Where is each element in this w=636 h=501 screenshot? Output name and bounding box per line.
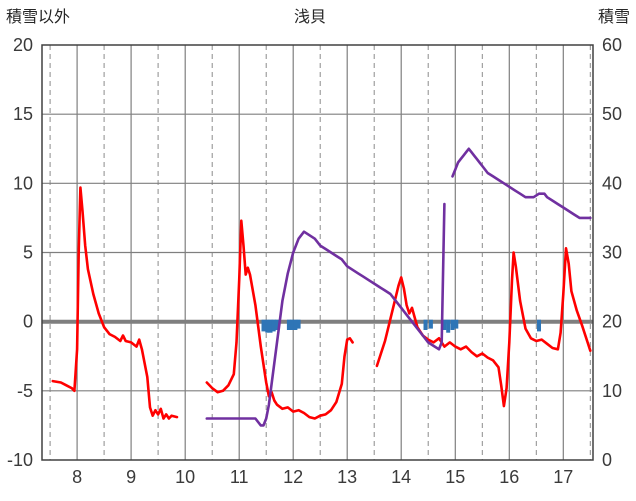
svg-text:16: 16 bbox=[499, 467, 519, 487]
svg-text:60: 60 bbox=[602, 35, 622, 55]
chart-title: 浅貝 bbox=[294, 8, 326, 26]
svg-text:10: 10 bbox=[602, 381, 622, 401]
svg-text:10: 10 bbox=[175, 467, 195, 487]
svg-text:0: 0 bbox=[602, 450, 612, 470]
series-blue-bars bbox=[261, 319, 541, 333]
left-axis-title: 積雪以外 bbox=[6, 8, 70, 26]
series-red-line bbox=[51, 186, 592, 420]
svg-text:30: 30 bbox=[602, 243, 622, 263]
plot-border bbox=[41, 44, 594, 461]
svg-text:-5: -5 bbox=[17, 381, 33, 401]
svg-text:40: 40 bbox=[602, 173, 622, 193]
svg-text:5: 5 bbox=[23, 243, 33, 263]
svg-text:-10: -10 bbox=[7, 450, 33, 470]
svg-text:10: 10 bbox=[13, 173, 33, 193]
svg-text:17: 17 bbox=[553, 467, 573, 487]
svg-text:8: 8 bbox=[72, 467, 82, 487]
svg-text:14: 14 bbox=[391, 467, 411, 487]
svg-text:13: 13 bbox=[337, 467, 357, 487]
right-axis-title: 積雪 bbox=[598, 8, 630, 26]
svg-text:12: 12 bbox=[283, 467, 303, 487]
svg-text:11: 11 bbox=[230, 467, 249, 487]
series-purple-line bbox=[205, 147, 592, 427]
svg-text:15: 15 bbox=[445, 467, 465, 487]
svg-text:20: 20 bbox=[602, 312, 622, 332]
svg-text:50: 50 bbox=[602, 104, 622, 124]
svg-text:0: 0 bbox=[23, 312, 33, 332]
svg-text:20: 20 bbox=[13, 35, 33, 55]
svg-text:9: 9 bbox=[126, 467, 136, 487]
gridlines bbox=[42, 45, 593, 460]
svg-text:15: 15 bbox=[13, 104, 33, 124]
